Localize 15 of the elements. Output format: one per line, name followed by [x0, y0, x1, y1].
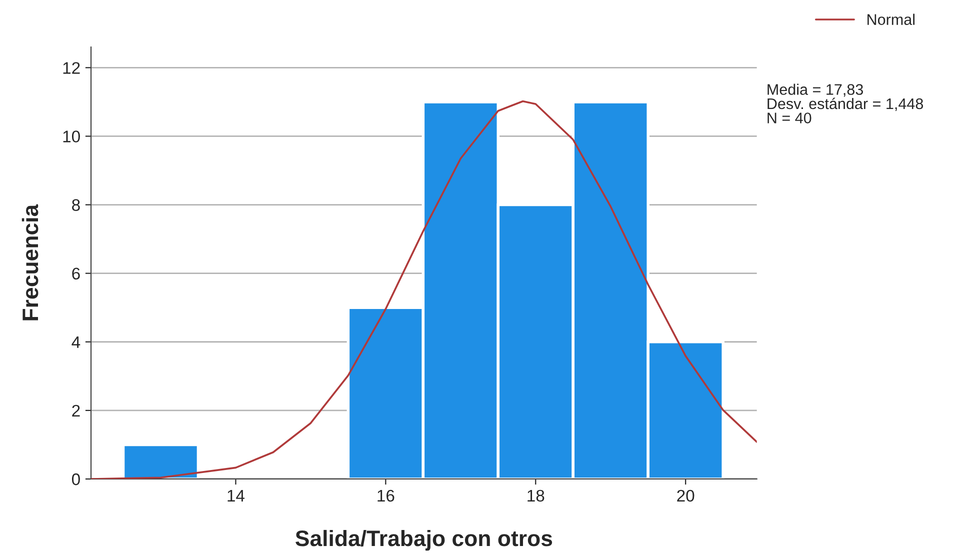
y-tick-label: 8 — [72, 199, 80, 211]
y-tick-label: 12 — [63, 62, 80, 74]
x-tick-label: 18 — [528, 490, 544, 502]
text: Media = 17,83 Desv. estándar = 1,448 N = 40 — [768, 84, 924, 124]
y-tick-label: 10 — [63, 130, 80, 142]
y-tick-label: 2 — [72, 404, 80, 416]
y-axis-title: Frecuencia — [22, 204, 38, 320]
x-tick-label: 14 — [228, 490, 244, 502]
y-tick-label: 0 — [72, 473, 80, 486]
x-tick-label: 16 — [378, 490, 394, 502]
x-tick-label: 20 — [677, 490, 694, 502]
x-axis-title: Salida/Trabajo con otros — [296, 530, 552, 551]
legend-label: Normal — [868, 14, 914, 25]
y-tick-label: 6 — [72, 268, 80, 280]
y-tick-label: 4 — [72, 336, 80, 348]
